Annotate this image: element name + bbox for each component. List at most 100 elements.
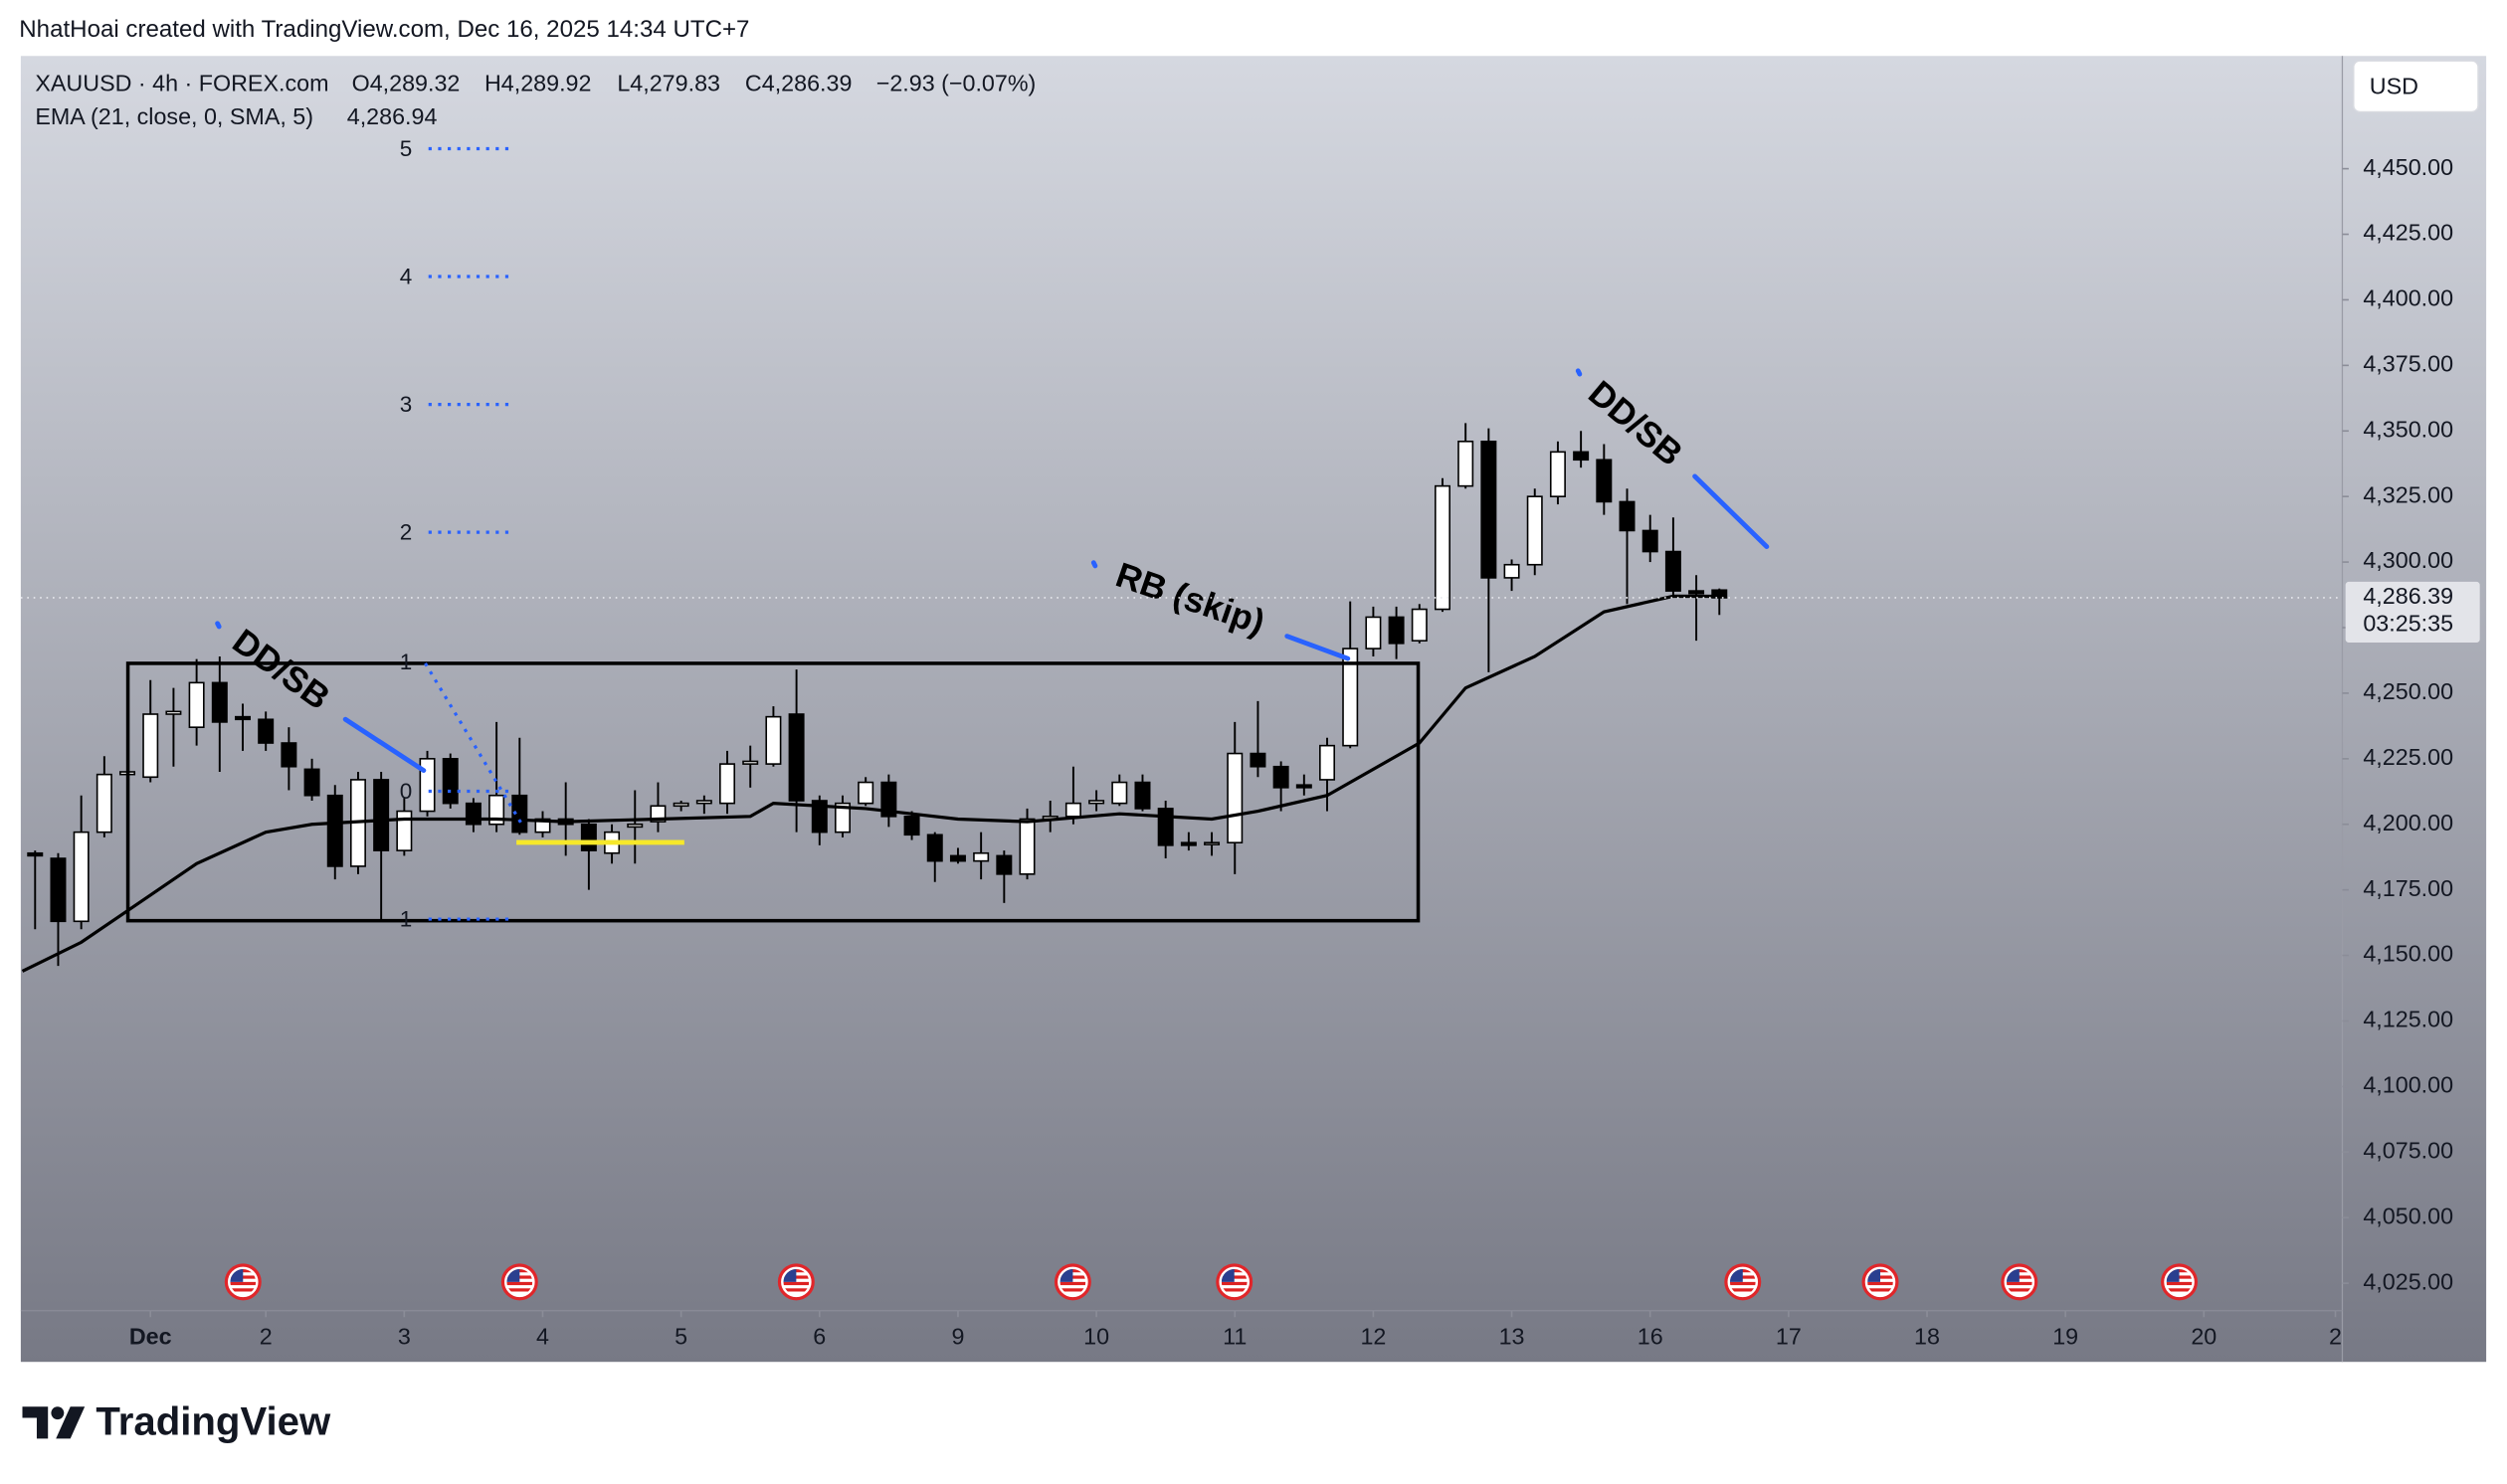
fib-label: 5 bbox=[400, 136, 413, 161]
candle-body bbox=[50, 857, 67, 923]
logo-mark bbox=[51, 1406, 65, 1420]
candle bbox=[1388, 606, 1405, 659]
candle-body bbox=[673, 802, 689, 808]
candle bbox=[1342, 601, 1359, 749]
candle-body bbox=[1549, 451, 1566, 497]
brand: TradingView bbox=[96, 1399, 331, 1444]
candle bbox=[949, 847, 966, 864]
candle-body bbox=[258, 718, 275, 744]
candle-body bbox=[1457, 441, 1474, 487]
candle bbox=[1064, 766, 1081, 825]
y-tick-label: 4,075.00 bbox=[2363, 1137, 2453, 1163]
currency-button[interactable] bbox=[2352, 60, 2479, 113]
trend-line bbox=[1090, 560, 1098, 569]
candle bbox=[511, 737, 528, 835]
trend-line bbox=[1692, 473, 1770, 550]
x-tick-label: 2 bbox=[2329, 1323, 2342, 1349]
x-tick-label: 9 bbox=[951, 1323, 964, 1349]
candle bbox=[1641, 514, 1658, 563]
candle bbox=[303, 758, 320, 802]
y-tick-label: 4,325.00 bbox=[2363, 481, 2453, 507]
candle bbox=[880, 774, 897, 828]
candle-body bbox=[742, 760, 759, 765]
y-tick-label: 4,250.00 bbox=[2363, 678, 2453, 704]
candle-body bbox=[858, 781, 874, 805]
candle-body bbox=[1664, 550, 1681, 592]
candle bbox=[142, 679, 159, 783]
currency: USD bbox=[2370, 74, 2418, 99]
event-icon[interactable] bbox=[2003, 1265, 2036, 1299]
x-tick-label: 4 bbox=[536, 1323, 549, 1349]
event-icon[interactable] bbox=[502, 1265, 536, 1299]
fib-label: 1 bbox=[400, 907, 413, 932]
candle-body bbox=[765, 715, 782, 765]
event-icon[interactable] bbox=[1218, 1265, 1252, 1299]
candle-body bbox=[1204, 841, 1221, 845]
candle bbox=[695, 795, 712, 815]
candle-body bbox=[973, 851, 990, 862]
candle-body bbox=[996, 854, 1013, 875]
fib-label: 3 bbox=[400, 392, 413, 417]
candle-body bbox=[465, 802, 482, 826]
candle bbox=[926, 832, 943, 882]
y-tick-label: 4,225.00 bbox=[2363, 744, 2453, 770]
candle bbox=[488, 721, 505, 833]
candle bbox=[1180, 832, 1197, 851]
candle bbox=[188, 658, 205, 746]
candle bbox=[396, 798, 413, 856]
x-tick-label: 11 bbox=[1223, 1323, 1247, 1349]
event-icon[interactable] bbox=[226, 1265, 260, 1299]
candle bbox=[1227, 721, 1244, 874]
candle bbox=[235, 703, 251, 751]
range-box bbox=[125, 661, 1421, 923]
candle bbox=[1573, 431, 1590, 468]
ohlc-open: O4,289.32 bbox=[352, 70, 461, 95]
candle-body bbox=[373, 779, 390, 851]
fib-label: 0 bbox=[400, 779, 413, 804]
candle bbox=[673, 801, 689, 812]
ema-line bbox=[21, 594, 1720, 973]
y-tick-label: 4,350.00 bbox=[2363, 416, 2453, 442]
last-price-label: 4,286.39 bbox=[2363, 583, 2453, 609]
footer: TradingView bbox=[22, 1399, 331, 1444]
candle bbox=[1204, 832, 1221, 856]
candle bbox=[326, 785, 343, 880]
fib-label: 4 bbox=[400, 265, 413, 289]
candle bbox=[834, 795, 851, 837]
chart-background bbox=[20, 56, 2487, 1363]
candle bbox=[1134, 774, 1151, 812]
candle-body bbox=[903, 816, 920, 836]
candle-body bbox=[1180, 841, 1197, 846]
candle bbox=[211, 656, 228, 773]
candle-body bbox=[1272, 765, 1289, 789]
y-tick-label: 4,425.00 bbox=[2363, 220, 2453, 246]
x-tick-label: 5 bbox=[675, 1323, 687, 1349]
event-icon[interactable] bbox=[2163, 1265, 2197, 1299]
candle bbox=[1619, 488, 1636, 605]
ohlc-change: −2.93 (−0.07%) bbox=[876, 70, 1037, 95]
candle-body bbox=[211, 681, 228, 723]
candle-body bbox=[1250, 752, 1266, 768]
candle bbox=[419, 750, 436, 817]
logo-mark bbox=[56, 1406, 86, 1439]
candle-body bbox=[926, 834, 943, 862]
candle bbox=[1088, 790, 1105, 812]
candle-body bbox=[1526, 495, 1543, 566]
event-icon[interactable] bbox=[779, 1265, 813, 1299]
candle-body bbox=[627, 823, 644, 829]
y-tick-label: 4,400.00 bbox=[2363, 285, 2453, 311]
event-icon[interactable] bbox=[1863, 1265, 1897, 1299]
candle-body bbox=[1411, 608, 1428, 642]
candle bbox=[1664, 517, 1681, 597]
candle-body bbox=[303, 768, 320, 797]
y-tick-label: 4,175.00 bbox=[2363, 875, 2453, 901]
event-icon[interactable] bbox=[1057, 1265, 1090, 1299]
ohlc-close: C4,286.39 bbox=[745, 70, 853, 95]
candle-body bbox=[1064, 802, 1081, 818]
candle bbox=[1549, 441, 1566, 505]
y-tick-label: 4,025.00 bbox=[2363, 1268, 2453, 1294]
candle bbox=[258, 711, 275, 751]
event-icon[interactable] bbox=[1726, 1265, 1760, 1299]
candle bbox=[1480, 428, 1497, 672]
candle bbox=[1503, 559, 1520, 592]
